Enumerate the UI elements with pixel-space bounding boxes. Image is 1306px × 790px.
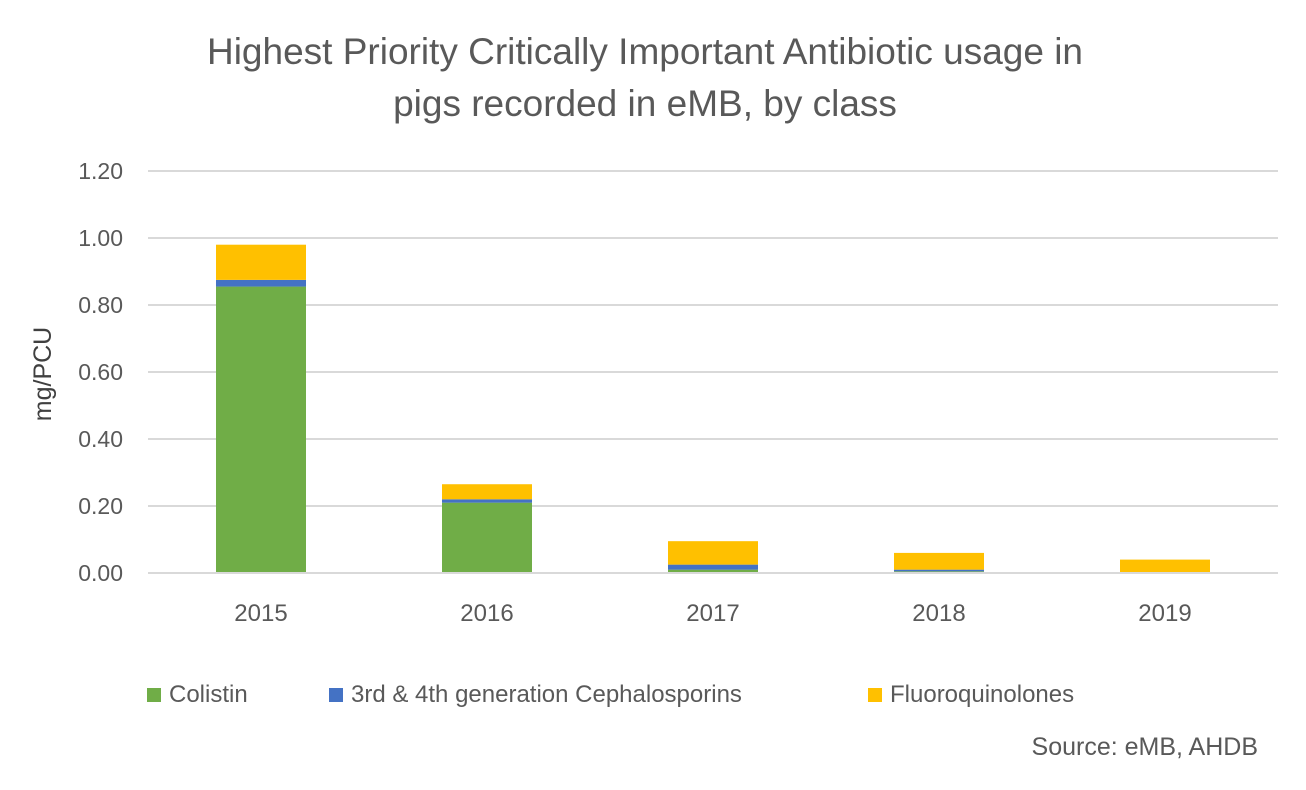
legend-item-fluoroquinolones: Fluoroquinolones [868, 681, 1074, 709]
bar-segment [668, 564, 758, 570]
bar-segment [1120, 559, 1210, 573]
y-tick-label: 0.60 [78, 359, 123, 385]
source-note: Source: eMB, AHDB [1031, 733, 1258, 761]
bars [216, 244, 1210, 573]
bar-segment [442, 484, 532, 500]
y-tick-label: 0.00 [78, 560, 123, 586]
bar-segment [216, 286, 306, 573]
legend-swatch-colistin [147, 688, 161, 702]
legend-label-colistin: Colistin [169, 681, 248, 708]
x-tick-label: 2015 [234, 600, 287, 627]
legend-swatch-fluoroquinolones [868, 688, 882, 702]
x-tick-label: 2016 [460, 600, 513, 627]
gridlines [148, 170, 1278, 507]
bar-segment [894, 569, 984, 572]
legend: Colistin 3rd & 4th generation Cephalospo… [0, 681, 1306, 713]
chart-title-line-1: Highest Priority Critically Important An… [206, 31, 1084, 72]
bar-segment [894, 552, 984, 570]
x-tick-label: 2018 [912, 600, 965, 627]
chart-title-line-2: pigs recorded in eMB, by class [393, 83, 897, 124]
legend-item-cephalosporins: 3rd & 4th generation Cephalosporins [329, 681, 742, 709]
bar-segment [216, 244, 306, 280]
legend-swatch-cephalosporins [329, 688, 343, 702]
axes: 0.00 0.20 0.40 0.60 0.80 1.00 1.20 2015 2016 2017… [78, 158, 1278, 627]
y-tick-label: 1.00 [78, 225, 123, 251]
legend-label-cephalosporins: 3rd & 4th generation Cephalosporins [351, 681, 742, 708]
legend-label-fluoroquinolones: Fluoroquinolones [890, 681, 1075, 708]
y-axis-label: mg/PCU [29, 327, 57, 421]
legend-item-colistin: Colistin [147, 681, 248, 709]
chart-title: Highest Priority Critically Important An… [0, 26, 1290, 130]
x-tick-label: 2017 [686, 600, 739, 627]
bar-segment [216, 279, 306, 287]
x-tick-label: 2019 [1138, 600, 1191, 627]
bar-segment [442, 499, 532, 503]
y-tick-label: 0.80 [78, 292, 123, 318]
bar-segment [668, 541, 758, 565]
y-tick-label: 0.40 [78, 426, 123, 452]
y-tick-label: 1.20 [78, 158, 123, 184]
bar-segment [668, 569, 758, 573]
bar-segment [442, 502, 532, 573]
y-tick-label: 0.20 [78, 493, 123, 519]
